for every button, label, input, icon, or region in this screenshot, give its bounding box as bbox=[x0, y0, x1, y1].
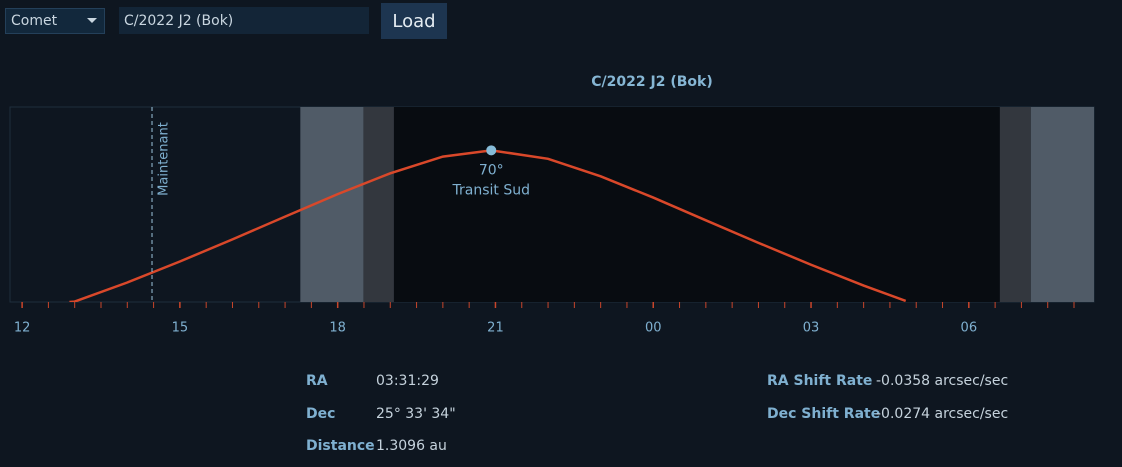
x-tick-label: 06 bbox=[961, 321, 978, 336]
x-tick-label: 00 bbox=[645, 321, 662, 336]
info-value: 03:31:29 bbox=[376, 373, 439, 389]
twilight-band bbox=[300, 107, 364, 302]
info-label: Dec Shift Rate bbox=[767, 405, 881, 422]
info-value: -0.0274 arcsec/sec bbox=[876, 405, 1009, 422]
chart: C/2022 J2 (Bok) 12 15 18 21 00 03 06 Maintenant… bbox=[9, 74, 1095, 336]
altitude-curve bbox=[69, 149, 907, 302]
x-tick-label: 18 bbox=[329, 321, 346, 336]
chart-title: C/2022 J2 (Bok) bbox=[591, 74, 712, 90]
x-tick-label: 12 bbox=[14, 321, 31, 336]
info-value: -0.0358 arcsec/sec bbox=[876, 373, 1009, 389]
load-button[interactable]: Load bbox=[381, 3, 447, 39]
twilight-band bbox=[1030, 107, 1094, 302]
x-tick-label: 15 bbox=[172, 321, 189, 336]
object-input[interactable]: C/2022 J2 (Bok) bbox=[119, 7, 369, 34]
x-tick-label: 21 bbox=[487, 321, 504, 336]
twilight-band bbox=[393, 107, 1000, 302]
twilight-band bbox=[999, 107, 1031, 302]
info-label: Distance bbox=[306, 438, 375, 454]
button-label: Load bbox=[392, 10, 436, 32]
info-label: Dec bbox=[306, 405, 336, 422]
transit-altitude: 70° bbox=[479, 162, 504, 178]
x-tick-label: 03 bbox=[803, 321, 820, 336]
info-value: 25° 33' 34" bbox=[376, 405, 456, 422]
info-label: RA bbox=[306, 373, 328, 389]
input-value: C/2022 J2 (Bok) bbox=[124, 12, 234, 29]
info-label: RA Shift Rate bbox=[767, 373, 873, 389]
transit-point bbox=[486, 145, 497, 156]
select-value: Comet bbox=[11, 13, 58, 29]
type-select[interactable]: Comet bbox=[5, 8, 105, 34]
info-value: 1.3096 au bbox=[376, 438, 447, 454]
select-arrow bbox=[87, 18, 97, 23]
transit-label: Transit Sud bbox=[452, 182, 530, 198]
now-label: Maintenant bbox=[157, 122, 172, 196]
twilight-band bbox=[363, 107, 394, 302]
